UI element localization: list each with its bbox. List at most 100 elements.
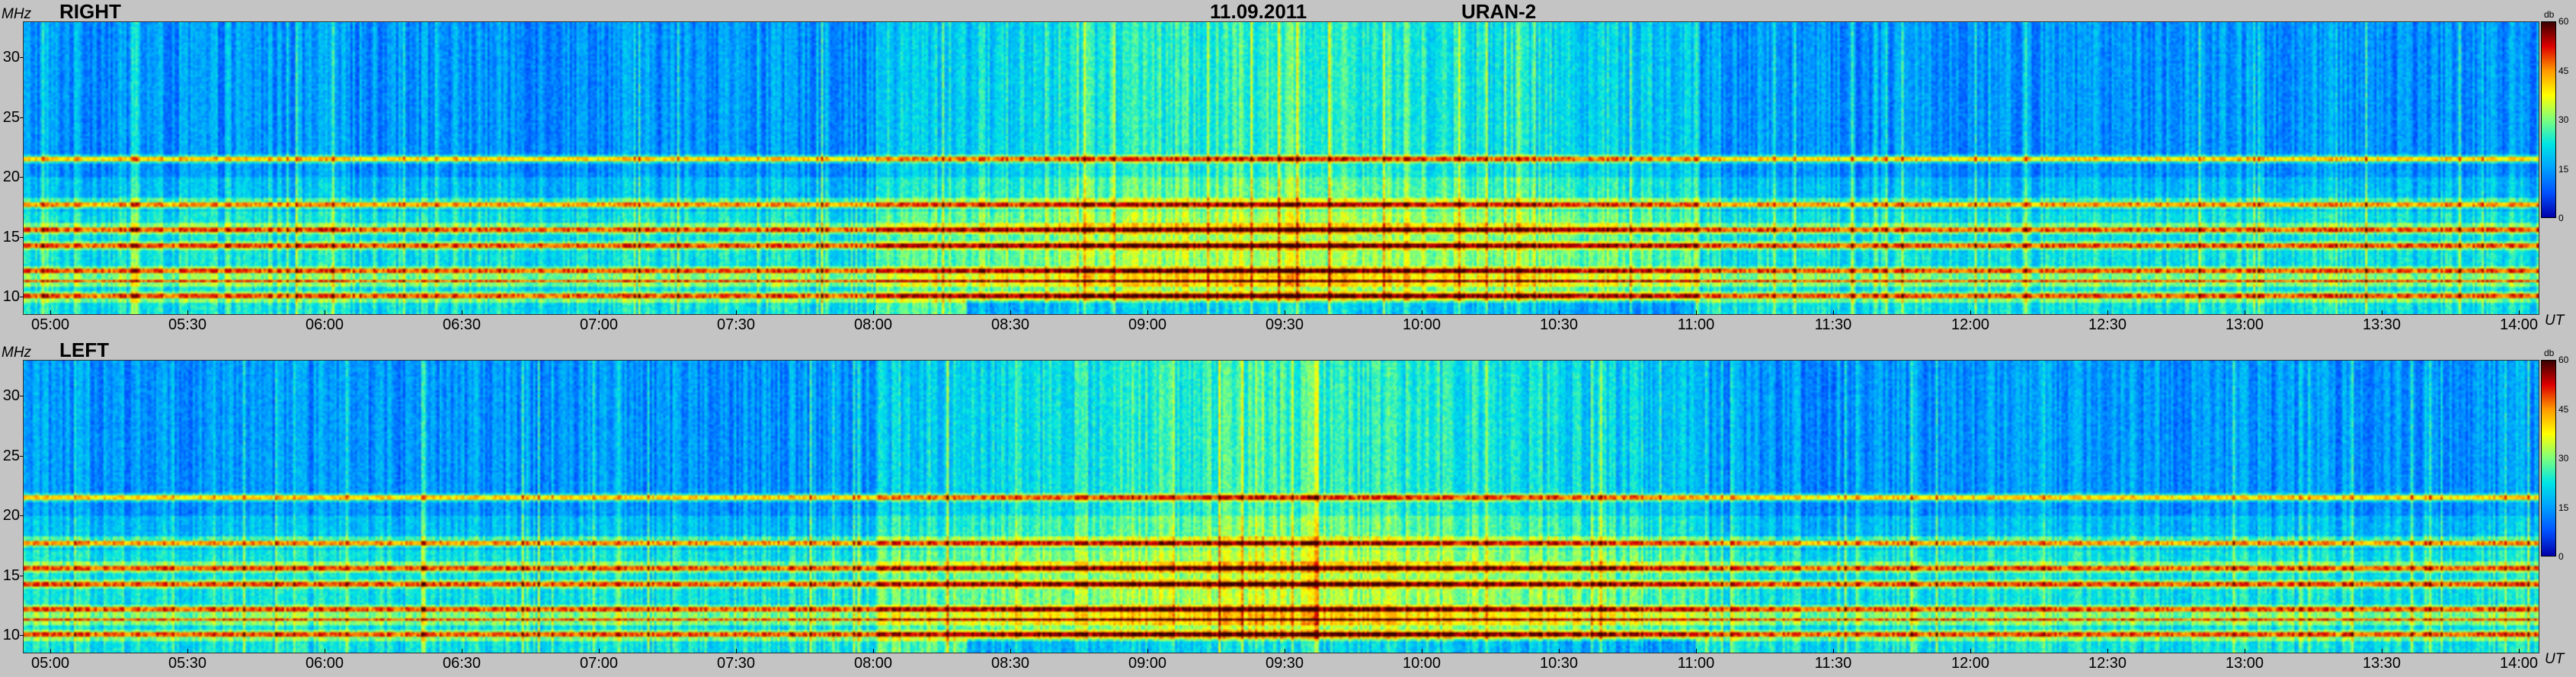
colorbar-unit: db xyxy=(2544,9,2555,20)
colorbar-tick-label: 45 xyxy=(2558,65,2569,76)
colorbar-tick-label: 0 xyxy=(2558,551,2564,562)
x-tick-label: 10:00 xyxy=(1402,655,1442,672)
x-tick-mark xyxy=(1833,649,1834,653)
panel-title: RIGHT xyxy=(59,0,121,23)
x-tick-label: 12:30 xyxy=(2088,316,2127,333)
x-tick-label: 06:30 xyxy=(442,316,482,333)
colorbar xyxy=(2541,360,2556,557)
x-tick-mark xyxy=(1010,310,1011,315)
x-tick-label: 09:00 xyxy=(1128,655,1167,672)
chart-date: 11.09.2011 xyxy=(1210,0,1307,23)
x-tick-label: 05:00 xyxy=(30,316,70,333)
x-tick-mark xyxy=(2107,649,2108,653)
x-tick-mark xyxy=(2107,310,2108,315)
x-tick-label: 07:30 xyxy=(716,655,756,672)
x-tick-mark xyxy=(50,310,51,315)
x-tick-mark xyxy=(2519,649,2520,653)
y-tick-label: 10 xyxy=(2,288,20,306)
y-unit-label: MHz xyxy=(2,6,32,22)
x-tick-label: 08:30 xyxy=(990,655,1030,672)
x-tick-label: 10:30 xyxy=(1539,316,1579,333)
x-tick-mark xyxy=(1833,310,1834,315)
colorbar-tick-label: 0 xyxy=(2558,213,2564,223)
y-tick-mark xyxy=(20,57,24,59)
x-tick-mark xyxy=(50,649,51,653)
x-tick-mark xyxy=(1696,649,1697,653)
y-tick-mark xyxy=(20,635,24,637)
x-tick-label: 13:30 xyxy=(2362,655,2402,672)
x-tick-label: 09:30 xyxy=(1265,655,1304,672)
colorbar-unit: db xyxy=(2544,348,2555,358)
x-tick-label: 08:30 xyxy=(990,316,1030,333)
y-tick-label: 30 xyxy=(2,387,20,405)
y-tick-label: 20 xyxy=(2,168,20,186)
x-tick-label: 13:00 xyxy=(2225,316,2264,333)
colorbar-tick-label: 60 xyxy=(2558,355,2569,365)
colorbar-tick-label: 30 xyxy=(2558,453,2569,464)
y-tick-label: 25 xyxy=(2,447,20,464)
colorbar-tick-label: 45 xyxy=(2558,403,2569,415)
x-tick-label: 06:00 xyxy=(305,655,344,672)
x-tick-label: 09:30 xyxy=(1265,316,1304,333)
x-unit-label: UT xyxy=(2545,313,2565,329)
x-tick-label: 14:00 xyxy=(2499,316,2539,333)
x-tick-mark xyxy=(736,649,737,653)
spectrogram xyxy=(23,21,2539,315)
x-tick-mark xyxy=(599,649,600,653)
x-tick-label: 05:00 xyxy=(30,655,70,672)
y-tick-mark xyxy=(20,455,24,457)
x-tick-label: 10:30 xyxy=(1539,655,1579,672)
colorbar-tick-label: 60 xyxy=(2558,16,2569,27)
y-tick-mark xyxy=(20,117,24,118)
x-tick-mark xyxy=(2519,310,2520,315)
x-tick-label: 11:30 xyxy=(1814,655,1852,672)
colorbar-tick-label: 15 xyxy=(2558,502,2569,513)
y-tick-label: 15 xyxy=(2,228,20,245)
x-tick-label: 08:00 xyxy=(853,655,893,672)
x-tick-label: 06:00 xyxy=(305,316,344,333)
y-tick-mark xyxy=(20,236,24,238)
y-tick-label: 20 xyxy=(2,507,20,525)
x-tick-label: 06:30 xyxy=(442,655,482,672)
x-tick-label: 12:30 xyxy=(2088,655,2127,672)
x-tick-label: 07:30 xyxy=(716,316,756,333)
y-tick-label: 15 xyxy=(2,566,20,584)
colorbar-tick-label: 15 xyxy=(2558,163,2569,175)
spectrogram xyxy=(23,360,2539,653)
x-tick-label: 07:00 xyxy=(579,316,619,333)
x-tick-label: 13:30 xyxy=(2362,316,2402,333)
x-tick-mark xyxy=(1696,310,1697,315)
y-unit-label: MHz xyxy=(2,345,32,361)
x-unit-label: UT xyxy=(2545,651,2565,667)
x-tick-mark xyxy=(1147,649,1148,653)
x-tick-label: 08:00 xyxy=(853,316,893,333)
x-tick-label: 05:30 xyxy=(168,655,207,672)
y-tick-label: 10 xyxy=(2,627,20,644)
x-tick-mark xyxy=(736,310,737,315)
x-tick-label: 14:00 xyxy=(2499,655,2539,672)
x-tick-label: 11:30 xyxy=(1814,316,1852,333)
x-tick-mark xyxy=(1559,649,1560,653)
x-tick-mark xyxy=(599,310,600,315)
x-tick-label: 05:30 xyxy=(168,316,207,333)
x-tick-mark xyxy=(1970,649,1971,653)
x-tick-mark xyxy=(1970,310,1971,315)
y-tick-label: 30 xyxy=(2,49,20,66)
y-tick-mark xyxy=(20,177,24,178)
x-tick-mark xyxy=(1559,310,1560,315)
x-tick-mark xyxy=(873,310,874,315)
x-tick-label: 10:00 xyxy=(1402,316,1442,333)
x-tick-mark xyxy=(1147,310,1148,315)
x-tick-mark xyxy=(1010,649,1011,653)
colorbar-tick-label: 30 xyxy=(2558,114,2569,125)
x-tick-label: 13:00 xyxy=(2225,655,2264,672)
x-tick-label: 09:00 xyxy=(1128,316,1167,333)
panel-title: LEFT xyxy=(59,338,109,361)
x-tick-label: 12:00 xyxy=(1950,655,1990,672)
y-tick-label: 25 xyxy=(2,108,20,126)
x-tick-mark xyxy=(187,310,188,315)
x-tick-label: 12:00 xyxy=(1950,316,1990,333)
instrument-name: URAN-2 xyxy=(1461,0,1537,23)
x-tick-label: 11:00 xyxy=(1677,316,1715,333)
x-tick-mark xyxy=(187,649,188,653)
